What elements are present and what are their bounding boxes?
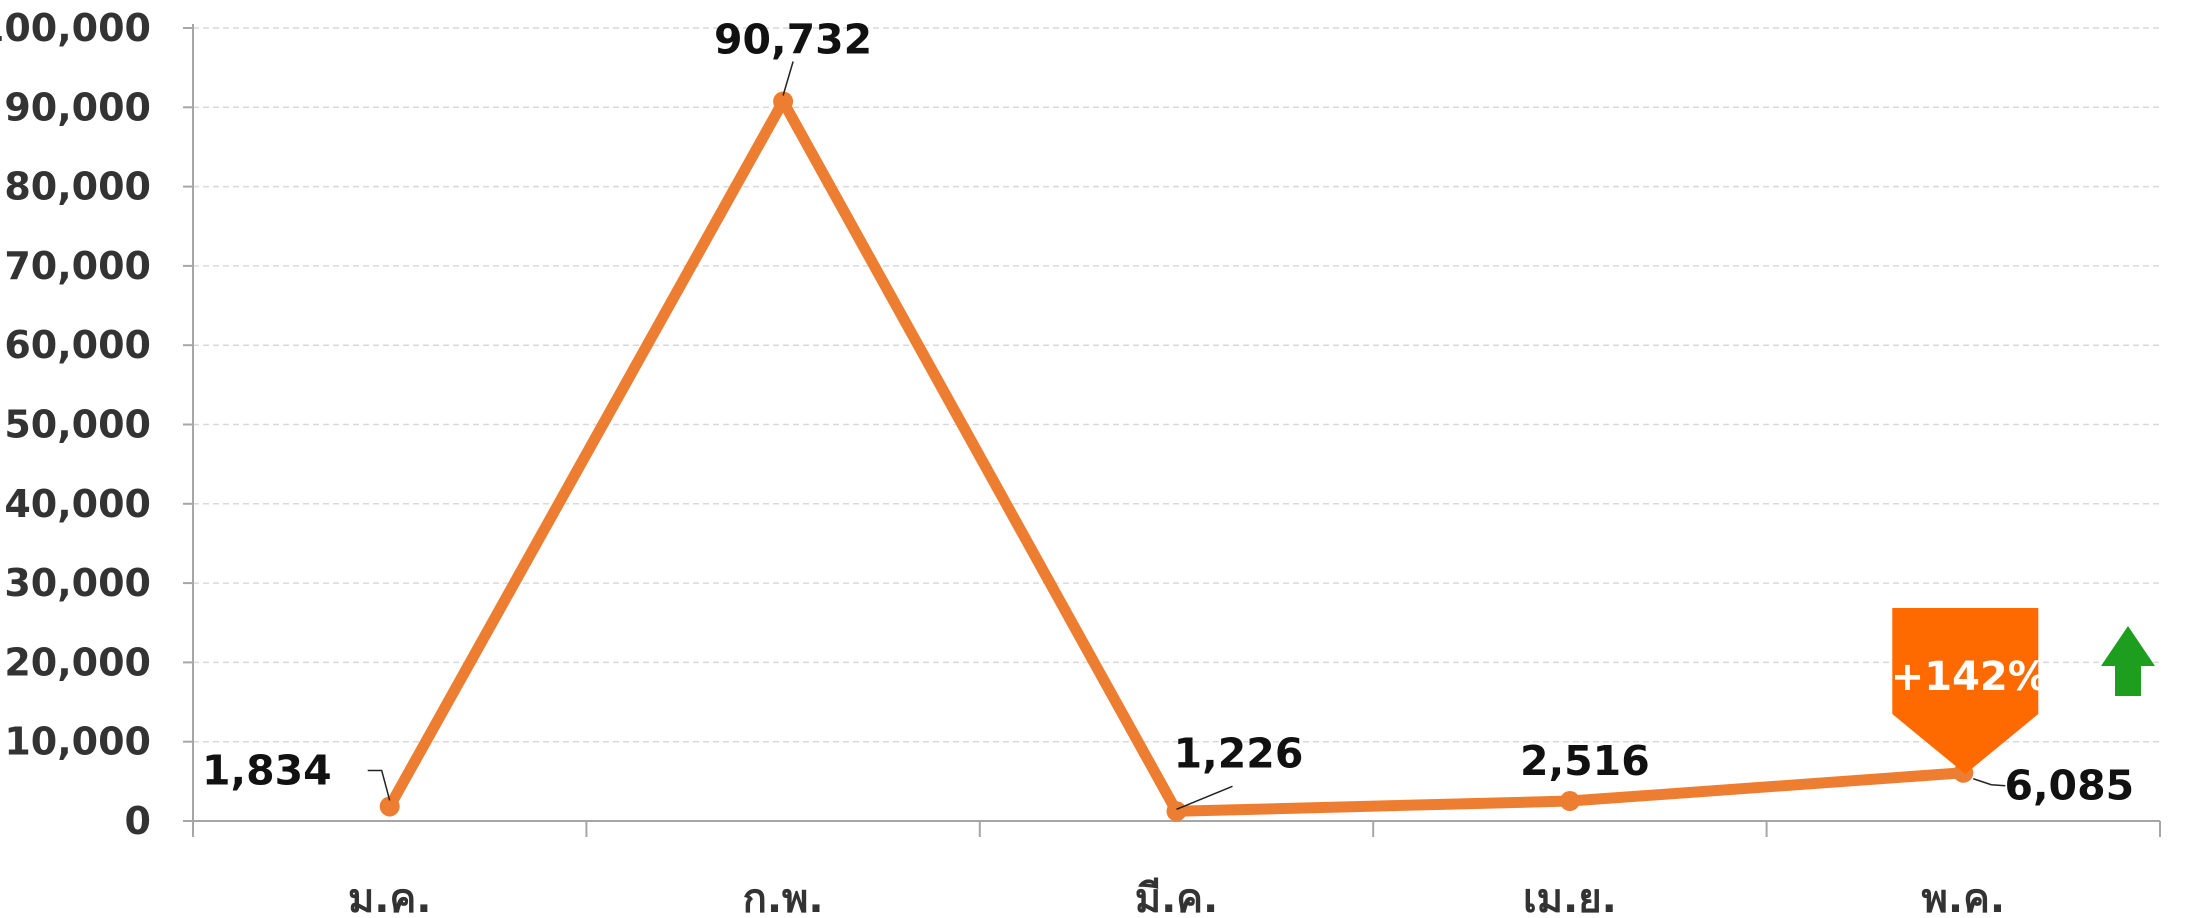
data-point	[773, 91, 794, 112]
data-label-leader	[367, 769, 391, 801]
x-tick-label: พ.ค.	[1922, 876, 2006, 918]
y-axis-tick-labels: 0 10,000 20,000 30,000 40,000 50,000 60,000 70,…	[0, 6, 151, 843]
data-label: 1,834	[202, 746, 332, 794]
y-tick-label: 0	[125, 799, 151, 843]
x-tick-label: เม.ย.	[1523, 876, 1617, 918]
x-axis-tick-labels: ม.ค. ก.พ. มี.ค. เม.ย. พ.ค.	[348, 876, 2005, 918]
x-tick-label: มี.ค.	[1135, 876, 1219, 918]
data-label-leader	[1973, 778, 2006, 787]
up-arrow-icon	[2101, 626, 2155, 696]
y-tick-label: 80,000	[4, 165, 151, 209]
y-tick-label: 40,000	[4, 482, 151, 526]
y-tick-label: 70,000	[4, 244, 151, 288]
callout-percent-text: +142%	[1891, 654, 2048, 700]
y-tick-label: 30,000	[4, 561, 151, 605]
x-tick-label: ม.ค.	[348, 876, 432, 918]
data-point	[379, 796, 400, 817]
data-label: 6,085	[2004, 762, 2134, 810]
y-tick-label: 90,000	[4, 85, 151, 129]
data-label: 1,226	[1174, 729, 1304, 777]
y-tick-label: 20,000	[4, 640, 151, 684]
data-label-leaders	[367, 61, 2006, 810]
series-line	[379, 91, 1974, 822]
y-tick-label: 50,000	[4, 403, 151, 447]
x-tick-label: ก.พ.	[743, 876, 824, 918]
data-label-leader	[1176, 785, 1233, 810]
series-line-path	[384, 95, 1969, 817]
callout-badge	[1892, 608, 2039, 774]
data-label: 2,516	[1520, 737, 1650, 785]
y-tick-label: 60,000	[4, 323, 151, 367]
data-label: 90,732	[714, 15, 872, 63]
growth-callout: +142%	[1891, 608, 2155, 774]
data-label-leader	[782, 61, 794, 96]
data-point	[1559, 791, 1580, 812]
y-tick-label: 10,000	[4, 720, 151, 764]
data-labels: 1,834 90,732 1,226 2,516 6,085	[202, 15, 2134, 809]
y-tick-label: 100,000	[0, 6, 151, 50]
gridlines	[193, 27, 2160, 743]
data-point	[1166, 801, 1187, 822]
axes	[183, 24, 2161, 837]
